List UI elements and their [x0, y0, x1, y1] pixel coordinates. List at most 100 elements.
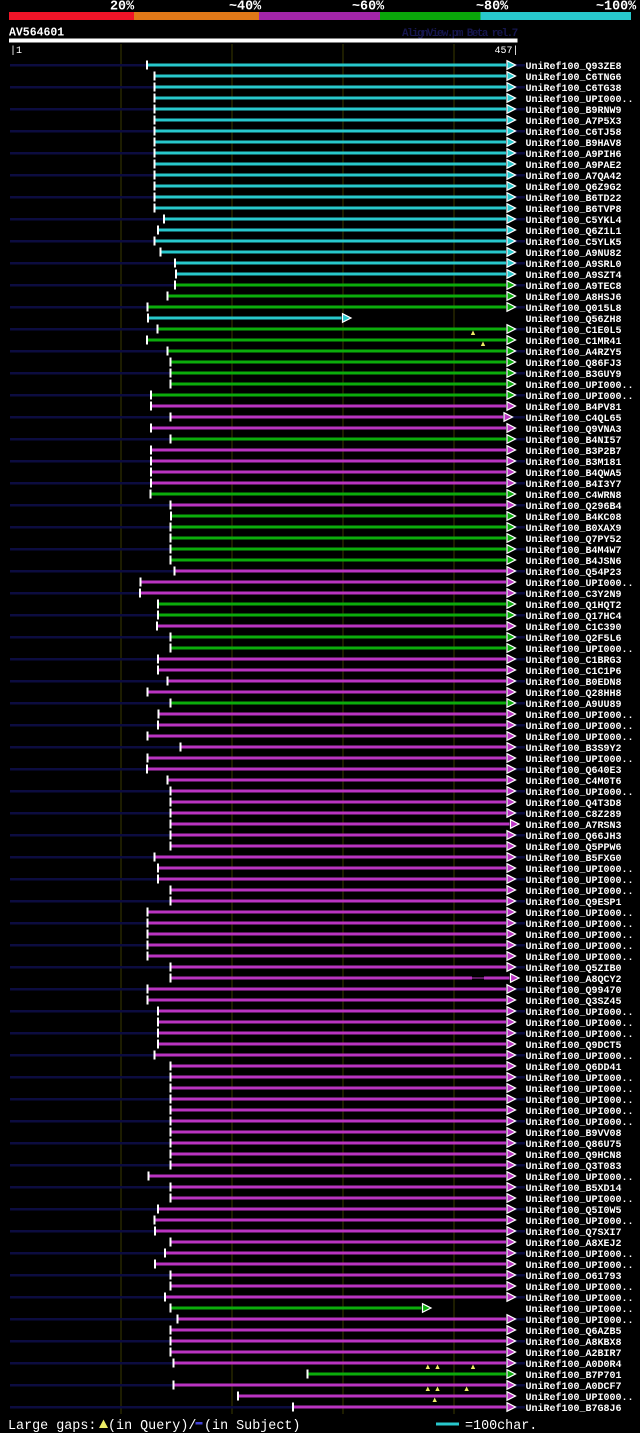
svg-text:UniRef100_UPI000..: UniRef100_UPI000..: [526, 919, 634, 931]
svg-text:UniRef100_Q2F5L6: UniRef100_Q2F5L6: [526, 633, 622, 645]
svg-text:UniRef100_B9RNW9: UniRef100_B9RNW9: [526, 105, 622, 117]
svg-text:UniRef100_UPI000..: UniRef100_UPI000..: [526, 391, 634, 403]
svg-text:UniRef100_Q3SZ45: UniRef100_Q3SZ45: [526, 996, 622, 1008]
svg-text:UniRef100_C4M0T6: UniRef100_C4M0T6: [526, 776, 622, 788]
svg-text:UniRef100_UPI000..: UniRef100_UPI000..: [526, 1073, 634, 1085]
svg-text:UniRef100_A8KBX8: UniRef100_A8KBX8: [526, 1337, 622, 1349]
svg-text:UniRef100_UPI000..: UniRef100_UPI000..: [526, 886, 634, 898]
svg-text:UniRef100_B4KC08: UniRef100_B4KC08: [526, 512, 622, 524]
svg-text:UniRef100_C1C390: UniRef100_C1C390: [526, 622, 622, 634]
svg-text:UniRef100_B3S9Y2: UniRef100_B3S9Y2: [526, 743, 622, 755]
svg-text:UniRef100_B9HAV8: UniRef100_B9HAV8: [526, 138, 622, 150]
svg-text:UniRef100_Q640E3: UniRef100_Q640E3: [526, 765, 622, 777]
svg-text:UniRef100_UPI000..: UniRef100_UPI000..: [526, 930, 634, 942]
svg-text:UniRef100_A9UU89: UniRef100_A9UU89: [526, 699, 622, 711]
svg-text:UniRef100_C1BRG3: UniRef100_C1BRG3: [526, 655, 622, 667]
svg-text:~60%: ~60%: [352, 0, 385, 15]
svg-text:UniRef100_Q6Z1L1: UniRef100_Q6Z1L1: [526, 226, 622, 238]
svg-text:UniRef100_Q3T083: UniRef100_Q3T083: [526, 1161, 622, 1173]
svg-text:UniRef100_UPI000..: UniRef100_UPI000..: [526, 1216, 634, 1228]
svg-text:UniRef100_UPI000..: UniRef100_UPI000..: [526, 787, 634, 799]
svg-text:UniRef100_B4JSN6: UniRef100_B4JSN6: [526, 556, 622, 568]
svg-text:UniRef100_A9NU82: UniRef100_A9NU82: [526, 248, 622, 260]
svg-text:UniRef100_C5YKL4: UniRef100_C5YKL4: [526, 215, 622, 227]
svg-text:UniRef100_UPI000..: UniRef100_UPI000..: [526, 1249, 634, 1261]
svg-text:UniRef100_Q5I0W5: UniRef100_Q5I0W5: [526, 1205, 622, 1217]
svg-text:UniRef100_B3M181: UniRef100_B3M181: [526, 457, 622, 469]
svg-text:UniRef100_B4QWA5: UniRef100_B4QWA5: [526, 468, 622, 480]
svg-text:UniRef100_UPI000..: UniRef100_UPI000..: [526, 732, 634, 744]
svg-text:UniRef100_UPI000..: UniRef100_UPI000..: [526, 1194, 634, 1206]
svg-text:UniRef100_B0XAX9: UniRef100_B0XAX9: [526, 523, 622, 535]
svg-text:AV564601: AV564601: [9, 27, 64, 40]
svg-text:UniRef100_A9SRL0: UniRef100_A9SRL0: [526, 259, 622, 271]
svg-text:UniRef100_C4WRN8: UniRef100_C4WRN8: [526, 490, 622, 502]
svg-text:UniRef100_C5YLK5: UniRef100_C5YLK5: [526, 237, 622, 249]
svg-text:UniRef100_C6TJ58: UniRef100_C6TJ58: [526, 127, 622, 139]
svg-text:UniRef100_Q66JH3: UniRef100_Q66JH3: [526, 831, 622, 843]
svg-text:UniRef100_A7QA42: UniRef100_A7QA42: [526, 171, 622, 183]
svg-text:UniRef100_C1C1P6: UniRef100_C1C1P6: [526, 666, 622, 678]
svg-text:UniRef100_A7P5X3: UniRef100_A7P5X3: [526, 116, 622, 128]
svg-text:UniRef100_A8HSJ6: UniRef100_A8HSJ6: [526, 292, 622, 304]
svg-text:UniRef100_Q6AZB5: UniRef100_Q6AZB5: [526, 1326, 622, 1338]
svg-text:~100%: ~100%: [596, 0, 637, 15]
svg-text:=100char.: =100char.: [465, 1419, 537, 1433]
svg-text:UniRef100_B3GUY9: UniRef100_B3GUY9: [526, 369, 622, 381]
svg-text:~80%: ~80%: [476, 0, 509, 15]
svg-text:UniRef100_Q17HC4: UniRef100_Q17HC4: [526, 611, 622, 623]
svg-text:UniRef100_UPI000..: UniRef100_UPI000..: [526, 644, 634, 656]
svg-text:UniRef100_C6TG38: UniRef100_C6TG38: [526, 83, 622, 95]
svg-text:UniRef100_Q5ZIB0: UniRef100_Q5ZIB0: [526, 963, 622, 975]
svg-text:UniRef100_Q54P23: UniRef100_Q54P23: [526, 567, 622, 579]
svg-text:UniRef100_B4I3Y7: UniRef100_B4I3Y7: [526, 479, 622, 491]
svg-text:457|: 457|: [494, 45, 518, 57]
svg-text:UniRef100_B3P2B7: UniRef100_B3P2B7: [526, 446, 622, 458]
svg-text:UniRef100_UPI000..: UniRef100_UPI000..: [526, 380, 634, 392]
svg-text:UniRef100_UPI000..: UniRef100_UPI000..: [526, 721, 634, 733]
svg-text:UniRef100_B6TD22: UniRef100_B6TD22: [526, 193, 622, 205]
svg-text:UniRef100_UPI000..: UniRef100_UPI000..: [526, 710, 634, 722]
svg-text:UniRef100_UPI000..: UniRef100_UPI000..: [526, 1117, 634, 1129]
svg-text:UniRef100_UPI000..: UniRef100_UPI000..: [526, 908, 634, 920]
svg-text:UniRef100_UPI000..: UniRef100_UPI000..: [526, 1029, 634, 1041]
svg-text:UniRef100_Q93ZE8: UniRef100_Q93ZE8: [526, 61, 622, 73]
svg-text:UniRef100_B5XD14: UniRef100_B5XD14: [526, 1183, 622, 1195]
svg-text:UniRef100_Q86U75: UniRef100_Q86U75: [526, 1139, 622, 1151]
svg-text:UniRef100_Q5PPW6: UniRef100_Q5PPW6: [526, 842, 622, 854]
svg-text:UniRef100_A8QCY2: UniRef100_A8QCY2: [526, 974, 622, 986]
svg-text:UniRef100_A4RZY5: UniRef100_A4RZY5: [526, 347, 622, 359]
svg-text:UniRef100_Q56ZH8: UniRef100_Q56ZH8: [526, 314, 622, 326]
svg-text:UniRef100_C6TNG6: UniRef100_C6TNG6: [526, 72, 622, 84]
svg-text:UniRef100_UPI000..: UniRef100_UPI000..: [526, 1018, 634, 1030]
svg-text:UniRef100_UPI000..: UniRef100_UPI000..: [526, 1095, 634, 1107]
svg-text:UniRef100_C8Z289: UniRef100_C8Z289: [526, 809, 622, 821]
svg-text:Large gaps:: Large gaps:: [8, 1419, 96, 1433]
svg-text:UniRef100_UPI000..: UniRef100_UPI000..: [526, 1084, 634, 1096]
svg-text:UniRef100_UPI000..: UniRef100_UPI000..: [526, 1260, 634, 1272]
svg-text:~40%: ~40%: [229, 0, 262, 15]
svg-text:UniRef100_Q1HQT2: UniRef100_Q1HQT2: [526, 600, 622, 612]
svg-text:UniRef100_A9TEC8: UniRef100_A9TEC8: [526, 281, 622, 293]
svg-text:UniRef100_UPI000..: UniRef100_UPI000..: [526, 952, 634, 964]
svg-text:UniRef100_B4PV81: UniRef100_B4PV81: [526, 402, 622, 414]
svg-text:UniRef100_Q86FJ3: UniRef100_Q86FJ3: [526, 358, 622, 370]
svg-text:UniRef100_UPI000..: UniRef100_UPI000..: [526, 1172, 634, 1184]
svg-text:UniRef100_Q7PY52: UniRef100_Q7PY52: [526, 534, 622, 546]
svg-text:UniRef100_UPI000..: UniRef100_UPI000..: [526, 578, 634, 590]
svg-text:UniRef100_C4QL65: UniRef100_C4QL65: [526, 413, 622, 425]
svg-text:UniRef100_UPI000..: UniRef100_UPI000..: [526, 1106, 634, 1118]
svg-text:UniRef100_UPI000..: UniRef100_UPI000..: [526, 1293, 634, 1305]
svg-text:UniRef100_B7P701: UniRef100_B7P701: [526, 1370, 622, 1382]
svg-text:UniRef100_UPI000..: UniRef100_UPI000..: [526, 941, 634, 953]
svg-text:UniRef100_O61793: UniRef100_O61793: [526, 1271, 622, 1283]
svg-text:UniRef100_UPI000..: UniRef100_UPI000..: [526, 1304, 634, 1316]
svg-text:UniRef100_Q9HCN8: UniRef100_Q9HCN8: [526, 1150, 622, 1162]
svg-text:UniRef100_UPI000..: UniRef100_UPI000..: [526, 1051, 634, 1063]
svg-text:UniRef100_A9PIH6: UniRef100_A9PIH6: [526, 149, 622, 161]
svg-text:UniRef100_B4M4W7: UniRef100_B4M4W7: [526, 545, 622, 557]
svg-text:UniRef100_B6TVP8: UniRef100_B6TVP8: [526, 204, 622, 216]
svg-text:UniRef100_B9VV08: UniRef100_B9VV08: [526, 1128, 622, 1140]
svg-text:UniRef100_UPI000..: UniRef100_UPI000..: [526, 1007, 634, 1019]
svg-text:UniRef100_UPI000..: UniRef100_UPI000..: [526, 875, 634, 887]
